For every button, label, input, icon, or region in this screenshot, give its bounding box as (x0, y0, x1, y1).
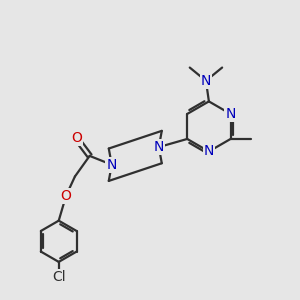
Text: N: N (204, 145, 214, 158)
Text: N: N (106, 158, 117, 172)
Text: Cl: Cl (52, 270, 65, 283)
Text: N: N (154, 140, 164, 154)
Text: N: N (225, 107, 236, 121)
Text: O: O (61, 189, 71, 202)
Text: O: O (71, 131, 82, 145)
Text: N: N (201, 74, 211, 88)
